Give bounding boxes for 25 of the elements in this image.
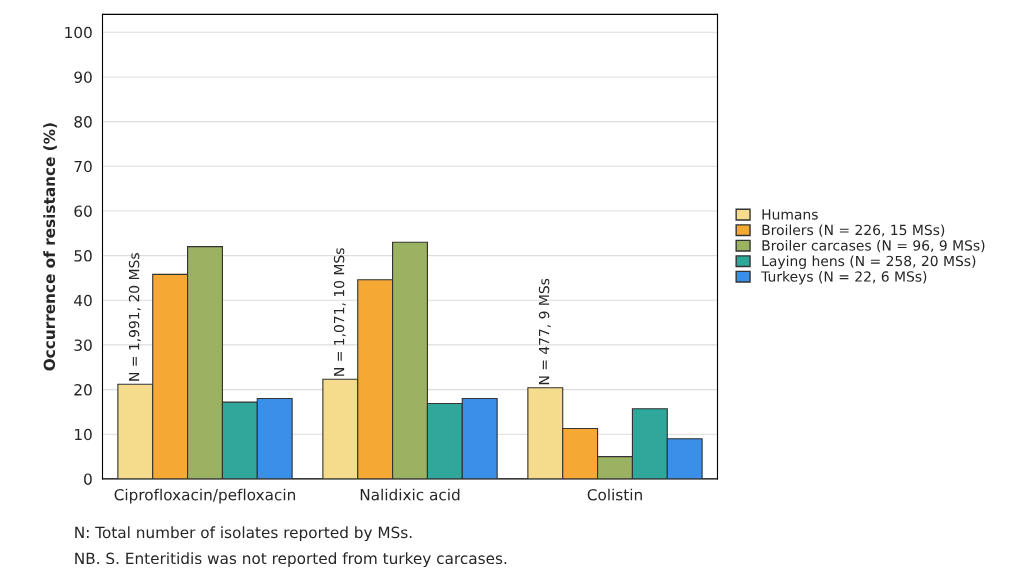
y-tick-label: 60 xyxy=(74,205,92,217)
annotation: N = 477, 9 MSs xyxy=(538,278,551,385)
y-tick-label: 0 xyxy=(84,473,92,485)
x-tick-label: Colistin xyxy=(587,488,642,501)
legend-label: Humans xyxy=(762,209,818,220)
y-tick-label: 80 xyxy=(74,116,92,128)
y-tick-label: 10 xyxy=(75,428,92,441)
y-tick-label: 70 xyxy=(74,160,92,173)
y-tick-label: 50 xyxy=(74,250,92,262)
annotation: N = 1,991, 20 MSs xyxy=(128,253,141,381)
y-tick-label: 20 xyxy=(74,384,92,396)
legend-label: Broiler carcases (N = 96, 9 MSs) xyxy=(762,239,985,253)
text: N: Total number of isolates reported by MSs. xyxy=(75,526,412,542)
annotation: N = 1,071, 10 MSs xyxy=(333,248,346,376)
y-tick-label: 100 xyxy=(65,26,92,39)
legend-label: Turkeys (N = 22, 6 MSs) xyxy=(761,271,927,285)
y-tick-label: 40 xyxy=(74,294,92,307)
y-tick-label: 30 xyxy=(74,339,92,351)
y-tick-label: 90 xyxy=(74,71,92,83)
legend-label: Broilers (N = 226, 15 MSs) xyxy=(762,224,945,237)
legend-label: Laying hens (N = 258, 20 MSs) xyxy=(762,255,976,269)
text: NB. S. Enteritidis was not reported from turkey carcases. xyxy=(75,552,507,568)
x-tick-label: Ciprofloxacin/pefloxacin xyxy=(114,488,295,504)
x-tick-label: Nalidixic acid xyxy=(360,488,460,501)
y-axis-title: Occurrence of resistance (%) xyxy=(43,123,57,371)
